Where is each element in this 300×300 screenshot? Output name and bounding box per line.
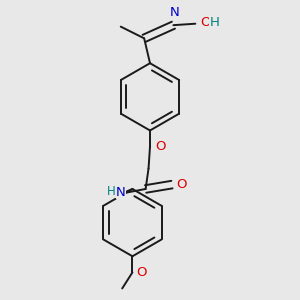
Text: O: O [155, 140, 166, 153]
Text: N: N [116, 186, 126, 199]
Text: H: H [107, 185, 116, 198]
Text: H: H [209, 16, 219, 29]
Text: O: O [201, 16, 211, 29]
Text: N: N [170, 6, 180, 19]
Text: O: O [136, 266, 147, 279]
Text: O: O [176, 178, 187, 191]
